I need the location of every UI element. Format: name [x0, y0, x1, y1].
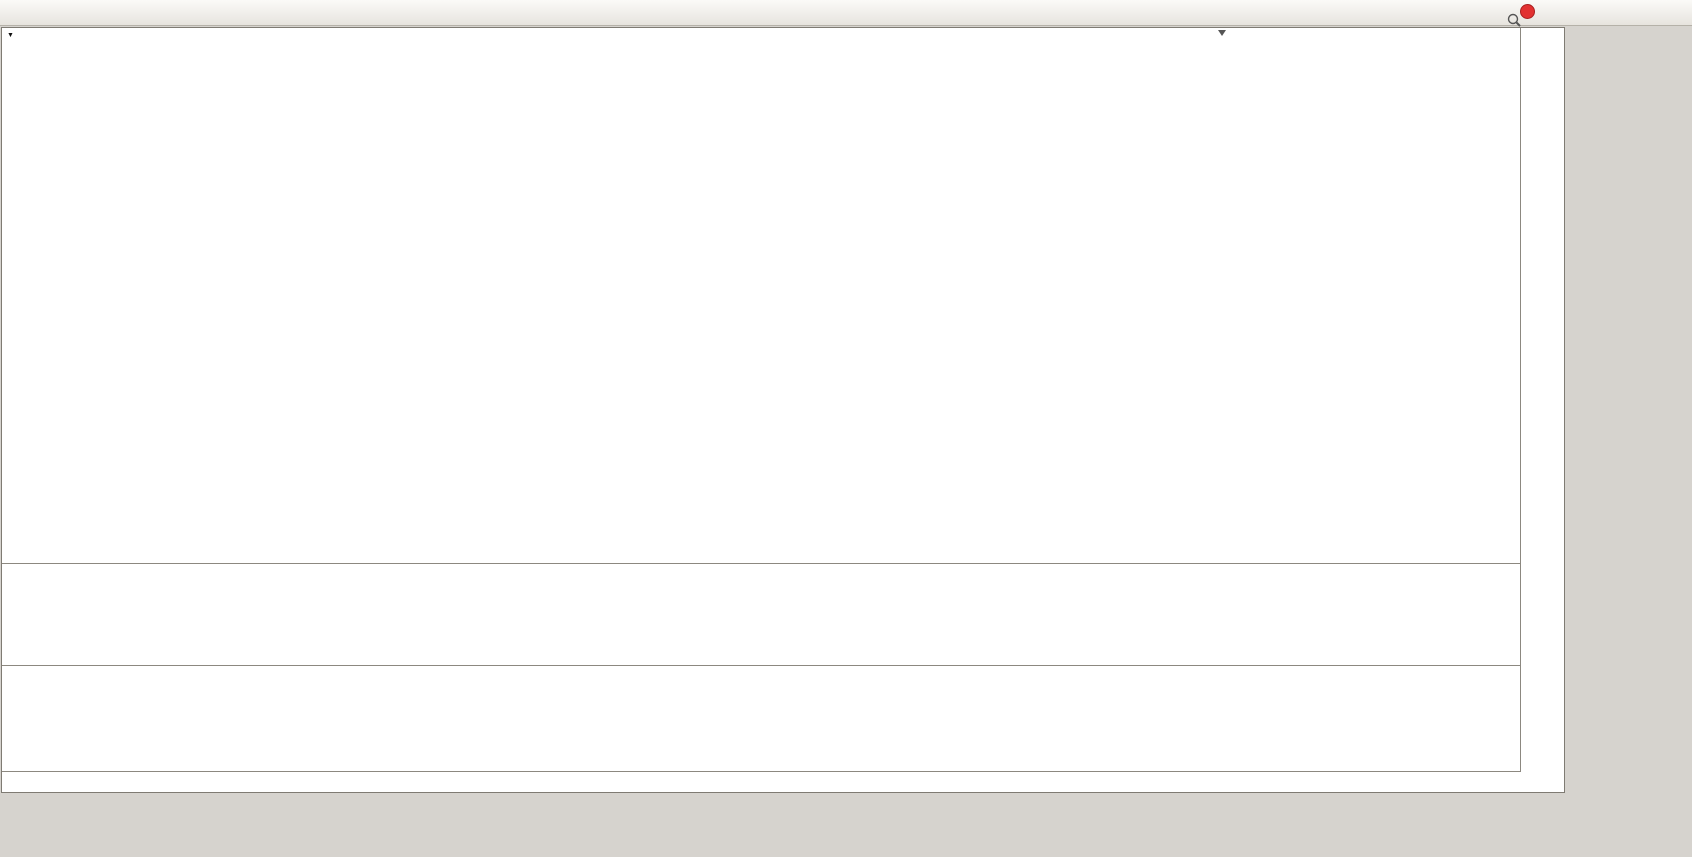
toolbar-right-group: [1506, 4, 1535, 27]
panel-separator[interactable]: [2, 771, 1564, 772]
panel-separator[interactable]: [2, 665, 1564, 666]
time-axis[interactable]: [2, 772, 1564, 792]
main-toolbar: [0, 0, 1692, 27]
chart-shift-marker-icon[interactable]: [1218, 30, 1226, 36]
price-scale-border: [1520, 28, 1521, 772]
price-chart-canvas[interactable]: [2, 28, 1520, 563]
price-axis[interactable]: [1521, 28, 1564, 772]
rsi-panel-canvas[interactable]: [2, 667, 1520, 771]
chart-window-gbpjpy-h4: ▼: [1, 27, 1565, 793]
one-click-trading-toggle-icon[interactable]: ▼: [7, 32, 14, 39]
chart-title: ▼: [7, 32, 24, 39]
panel-separator[interactable]: [2, 563, 1564, 564]
notification-badge[interactable]: [1520, 4, 1535, 19]
macd-panel-canvas[interactable]: [2, 565, 1520, 665]
